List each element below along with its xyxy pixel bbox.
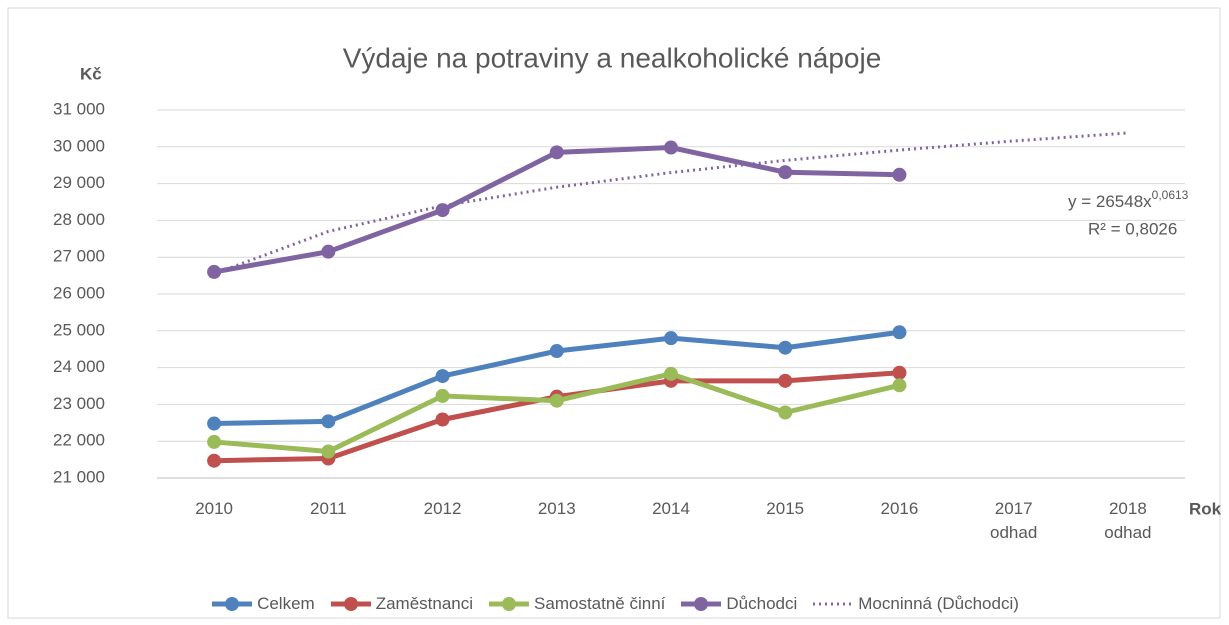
legend-entry: Zaměstnanci [329, 594, 473, 614]
legend-label: Celkem [257, 594, 315, 613]
legend-symbol [330, 597, 371, 611]
x-axis-label: Rok [1189, 499, 1222, 518]
y-tick-label: 27 000 [53, 247, 105, 266]
data-point [664, 140, 678, 155]
chart-title: Výdaje na potraviny a nealkoholické nápo… [343, 42, 882, 73]
equation: y = 26548x [1068, 192, 1152, 211]
legend-marker [502, 597, 517, 611]
series-line [213, 371, 901, 455]
data-point [778, 165, 793, 180]
data-point [549, 145, 564, 160]
x-tick-label: 2011 [310, 499, 347, 518]
x-tick-label: 2012 [423, 499, 462, 518]
data-point [207, 434, 222, 449]
r-squared: R² = 0,8026 [1088, 219, 1177, 238]
legend-entry: Celkem [210, 594, 315, 614]
y-tick-label: 31 000 [53, 99, 105, 118]
trend-equation: y = 26548x0,0613 [1068, 188, 1189, 211]
legend-entry: Důchodci [679, 594, 797, 614]
series-line [213, 131, 1128, 276]
chart-border [7, 7, 1221, 619]
y-tick-label: 29 000 [53, 173, 105, 192]
data-point [435, 203, 450, 218]
legend-symbol [489, 597, 530, 611]
data-point [207, 264, 222, 279]
data-point [892, 325, 907, 340]
data-point [892, 167, 907, 182]
data-point [207, 416, 222, 431]
data-point [778, 340, 793, 355]
data-point [321, 414, 336, 429]
x-tick-label: 2018 odhad [1104, 499, 1152, 542]
data-point [778, 405, 793, 420]
y-tick-label: 28 000 [53, 210, 105, 229]
y-tick-label: 26 000 [53, 283, 105, 302]
data-point [321, 244, 336, 259]
data-point [892, 365, 907, 380]
legend-symbol [212, 597, 253, 611]
legend-marker [343, 597, 358, 611]
series-line [214, 370, 900, 464]
data-point [435, 369, 450, 384]
legend-marker [694, 597, 709, 611]
data-point [892, 378, 907, 393]
legend-entry: Mocninná (Důchodci) [811, 594, 1019, 614]
x-tick-label: 2010 [195, 499, 234, 518]
y-tick-label: 21 000 [53, 467, 105, 486]
exponent: 0,0613 [1152, 188, 1189, 202]
legend: Celkem Zaměstnanci Samostatně činní Důchodc… [0, 594, 1229, 614]
data-point [435, 388, 450, 403]
legend-label: Samostatně činní [534, 594, 666, 613]
y-tick-label: 25 000 [53, 320, 105, 339]
y-tick-label: 24 000 [53, 357, 105, 376]
y-axis-label: Kč [80, 64, 102, 83]
legend-label: Zaměstnanci [375, 594, 474, 613]
y-tick-label: 22 000 [53, 431, 105, 450]
x-tick-label: 2016 [880, 499, 919, 518]
data-point [549, 393, 564, 408]
x-tick-label: 2017 odhad [990, 499, 1038, 542]
data-point [207, 453, 222, 468]
y-tick-label: 23 000 [53, 394, 105, 413]
legend-entry: Samostatně činní [487, 594, 665, 614]
y-tick-label: 30 000 [53, 136, 105, 155]
legend-label: Mocninná (Důchodci) [858, 594, 1019, 613]
legend-symbol [681, 597, 722, 611]
data-point [664, 366, 678, 381]
data-point [664, 331, 678, 346]
x-tick-label: 2015 [766, 499, 805, 518]
legend-symbol [813, 602, 854, 606]
legend-label: Důchodci [726, 594, 798, 613]
x-tick-label: 2014 [652, 499, 690, 518]
x-tick-label: 2013 [537, 499, 576, 518]
data-point [778, 373, 793, 388]
legend-marker [225, 597, 240, 611]
data-point [321, 444, 336, 459]
series-line [213, 145, 900, 275]
data-point [549, 344, 564, 359]
data-point [435, 412, 450, 427]
